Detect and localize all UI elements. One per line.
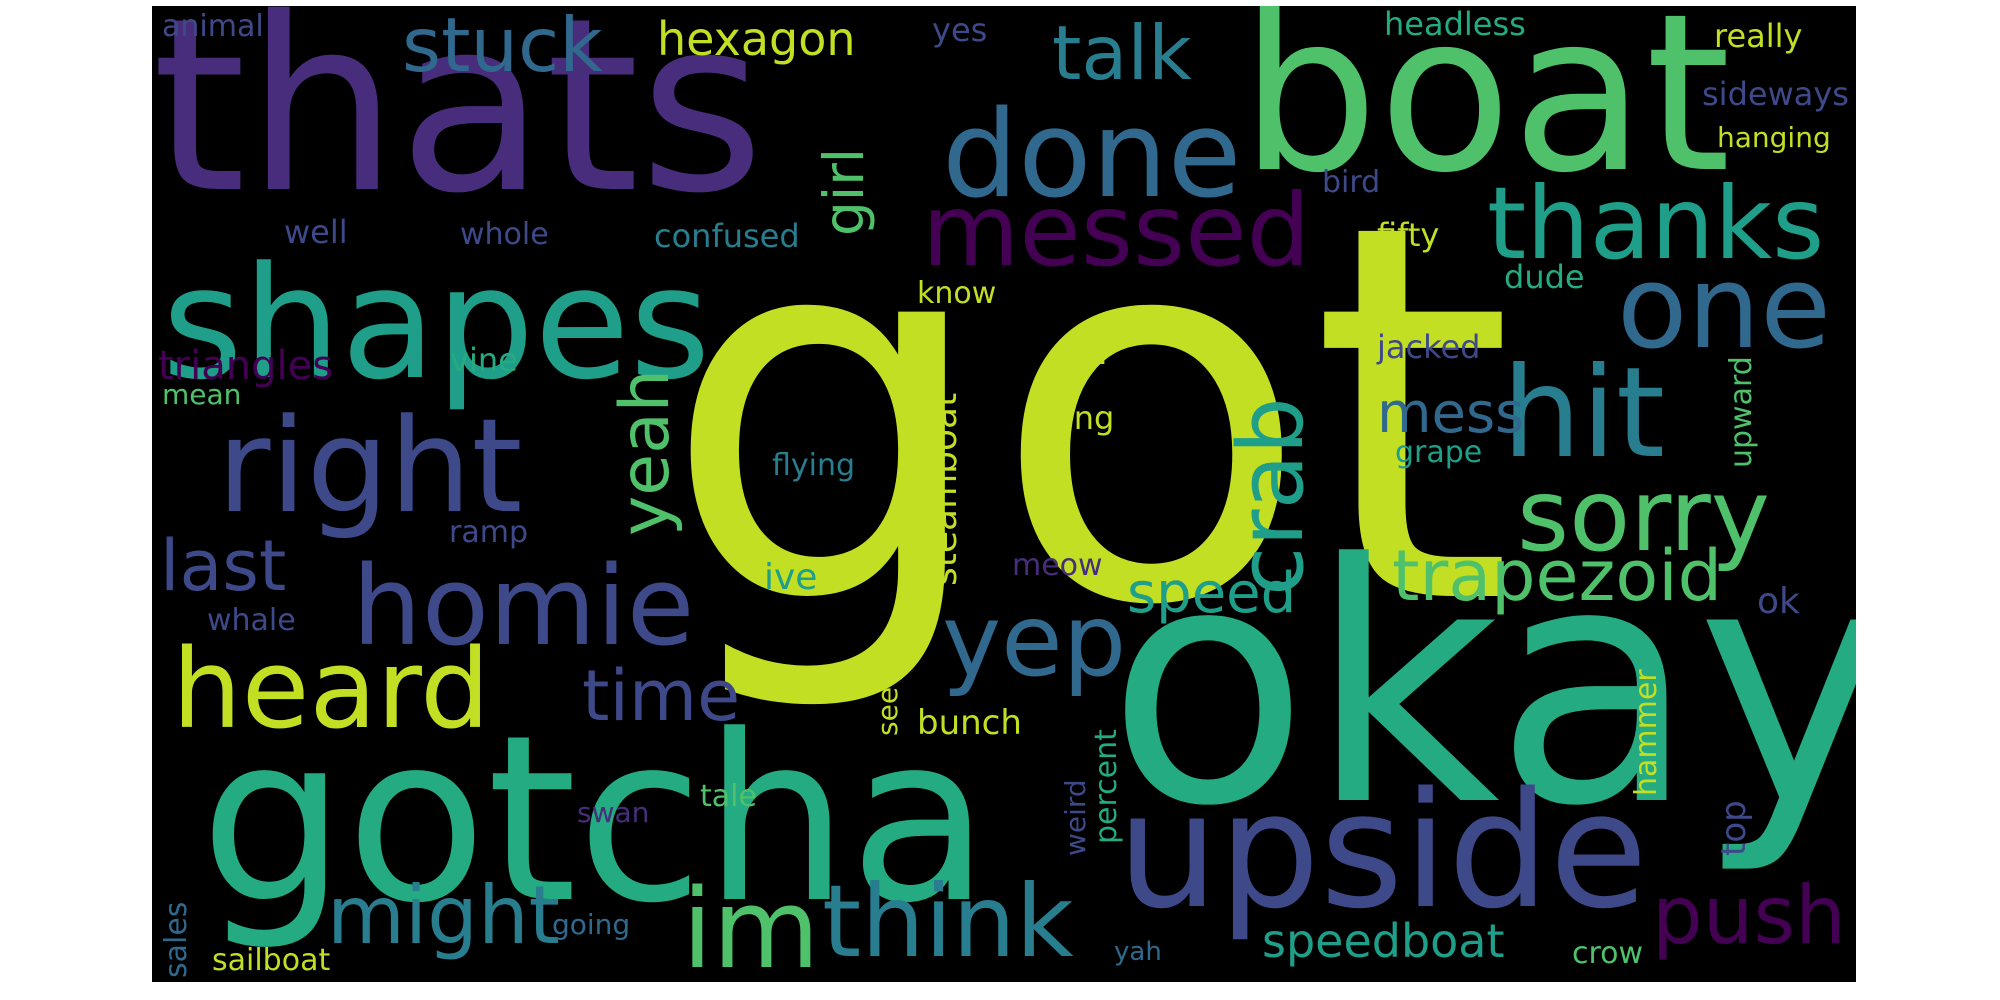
word: swan	[577, 796, 650, 829]
word: bunch	[917, 703, 1022, 743]
word: upward	[1724, 356, 1759, 468]
word: time	[582, 655, 741, 737]
word: ok	[1757, 581, 1800, 622]
word: messed	[922, 172, 1311, 289]
word: speedboat	[1262, 914, 1505, 968]
word: ramp	[449, 515, 528, 550]
word: got	[662, 113, 1515, 719]
word: sailboat	[212, 943, 331, 978]
word: going	[552, 908, 631, 941]
word: ive	[764, 557, 818, 598]
word: confused	[654, 217, 800, 255]
word: percent	[1089, 729, 1124, 844]
word: mean	[162, 378, 242, 411]
word: thanks	[1487, 165, 1825, 282]
word: flying	[772, 448, 856, 483]
word: yep	[942, 582, 1127, 699]
word: done	[942, 86, 1242, 225]
word: speed	[1127, 561, 1297, 626]
word: steamboat	[924, 392, 965, 586]
word: im	[682, 865, 820, 982]
word: hanging	[1717, 121, 1831, 154]
word: last	[160, 525, 287, 607]
word: really	[1714, 17, 1803, 55]
word: thats	[152, 6, 765, 246]
word: dude	[1504, 258, 1585, 296]
word: yah	[1114, 937, 1162, 967]
word: upside	[1117, 757, 1648, 944]
word: push	[1652, 869, 1846, 962]
word: jacked	[1377, 328, 1481, 366]
word: meow	[1012, 548, 1103, 583]
word-cloud: got okay thats boat gotcha upside shapes…	[152, 6, 1856, 982]
word: think	[822, 863, 1074, 980]
word: gotcha	[200, 687, 991, 954]
word: crow	[1572, 936, 1644, 971]
word: weird	[1059, 779, 1092, 856]
word: hexagon	[657, 12, 856, 66]
word: vine	[450, 341, 518, 379]
word: yeah	[606, 369, 685, 536]
word: triangles	[158, 343, 334, 389]
word: see	[871, 686, 904, 736]
word: hammer	[1629, 669, 1664, 796]
word: whale	[207, 603, 296, 638]
word: homie	[352, 542, 695, 670]
word: trapezoid	[1392, 535, 1723, 617]
word: animal	[162, 9, 264, 44]
word: yes	[932, 11, 988, 49]
word: whole	[460, 217, 549, 252]
word: sorry	[1517, 457, 1770, 574]
word: top	[1714, 800, 1754, 856]
word: right	[217, 390, 523, 542]
word: uh	[1057, 328, 1108, 374]
word: sideways	[1702, 75, 1849, 113]
word: headless	[1384, 6, 1526, 43]
word: bird	[1322, 165, 1381, 200]
word: well	[284, 213, 348, 251]
word: thing	[1032, 399, 1115, 437]
word: sales	[159, 901, 194, 978]
word: mess	[1377, 381, 1525, 446]
word: tale	[700, 779, 757, 814]
word: shapes	[162, 233, 711, 414]
word: girl	[812, 147, 876, 236]
word: fifty	[1377, 216, 1440, 254]
word: grape	[1395, 435, 1483, 470]
word: heard	[172, 625, 490, 753]
word: boat	[1240, 6, 1731, 221]
word: stuck	[402, 6, 603, 89]
word: hit	[1502, 341, 1665, 486]
word: might	[327, 869, 561, 962]
word: talk	[1052, 9, 1192, 97]
word: okay	[1107, 494, 1856, 878]
word: one	[1617, 241, 1831, 375]
word: know	[917, 276, 997, 311]
